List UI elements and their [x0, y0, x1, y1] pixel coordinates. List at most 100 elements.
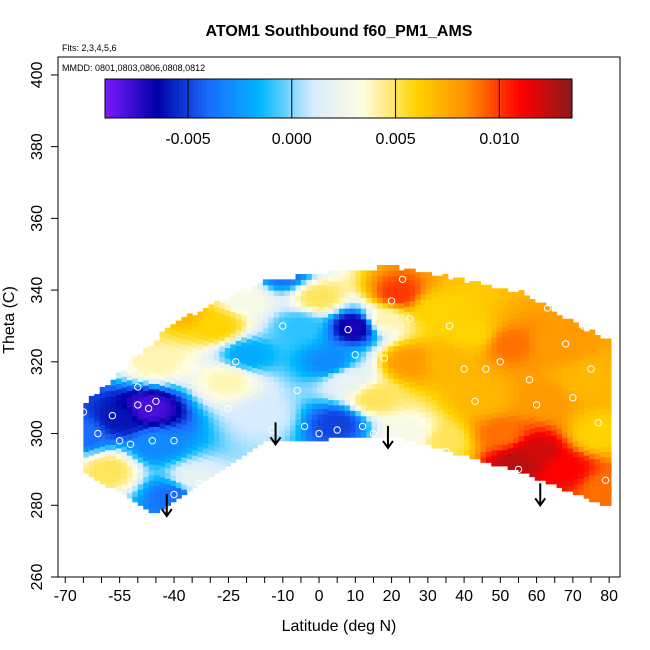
- heatmap-cell: [583, 390, 590, 397]
- heatmap-cell: [273, 397, 280, 404]
- heatmap-cell: [409, 273, 416, 280]
- heatmap-cell: [306, 317, 313, 323]
- heatmap-cell: [360, 377, 367, 384]
- heatmap-cell: [132, 453, 139, 460]
- heatmap-cell: [496, 358, 503, 365]
- heatmap-cell: [556, 374, 563, 381]
- heatmap-cell: [279, 333, 286, 340]
- heatmap-cell: [371, 426, 378, 433]
- heatmap-cell: [148, 351, 155, 358]
- heatmap-cell: [600, 435, 607, 442]
- heatmap-cell: [485, 392, 492, 399]
- heatmap-cell: [251, 421, 259, 427]
- heatmap-cell: [186, 345, 193, 352]
- heatmap-cell: [551, 462, 558, 469]
- heatmap-cell: [447, 295, 454, 302]
- heatmap-cell: [518, 349, 525, 356]
- heatmap-cell: [213, 322, 220, 329]
- heatmap-cell: [485, 370, 492, 377]
- heatmap-cell: [290, 284, 297, 291]
- heatmap-cell: [561, 340, 569, 347]
- heatmap-cell: [224, 331, 231, 338]
- heatmap-cell: [208, 363, 215, 370]
- heatmap-cell: [409, 370, 416, 377]
- heatmap-cell: [94, 469, 101, 476]
- heatmap-cell: [344, 426, 351, 433]
- heatmap-cell: [143, 492, 150, 499]
- heatmap-cell: [186, 356, 193, 363]
- heatmap-cell: [208, 460, 215, 467]
- heatmap-cell: [480, 343, 487, 350]
- heatmap-cell: [556, 395, 563, 402]
- heatmap-cell: [523, 306, 530, 313]
- heatmap-cell: [485, 349, 492, 356]
- heatmap-cell: [393, 367, 400, 374]
- x-tick-label: 80: [600, 588, 618, 605]
- heatmap-cell: [230, 429, 237, 436]
- heatmap-cell: [251, 426, 259, 433]
- heatmap-cell: [132, 426, 139, 433]
- heatmap-cell: [409, 343, 416, 350]
- heatmap-cell: [491, 449, 498, 456]
- heatmap-cell: [436, 415, 443, 422]
- heatmap-cell: [480, 440, 487, 447]
- heatmap-cell: [578, 462, 585, 469]
- heatmap-cell: [213, 376, 220, 383]
- heatmap-cell: [529, 433, 536, 440]
- heatmap-cell: [333, 415, 340, 422]
- heatmap-cell: [203, 313, 210, 320]
- heatmap-cell: [431, 329, 438, 336]
- heatmap-cell: [404, 284, 411, 291]
- heatmap-cell: [545, 413, 552, 420]
- heatmap-cell: [224, 304, 231, 311]
- heatmap-cell: [431, 431, 438, 438]
- heatmap-cell: [589, 345, 596, 352]
- heatmap-cell: [534, 458, 541, 465]
- heatmap-cell: [83, 440, 90, 447]
- heatmap-cell: [600, 343, 607, 350]
- heatmap-cell: [426, 299, 433, 306]
- heatmap-cell: [431, 421, 438, 427]
- heatmap-cell: [311, 381, 318, 388]
- heatmap-cell: [464, 444, 471, 451]
- heatmap-cell: [257, 342, 264, 349]
- heatmap-cell: [235, 340, 242, 347]
- heatmap-cell: [213, 311, 220, 318]
- heatmap-cell: [507, 361, 514, 368]
- heatmap-cell: [110, 433, 117, 440]
- heatmap-cell: [235, 324, 242, 331]
- heatmap-cell: [534, 469, 541, 476]
- heatmap-cell: [284, 424, 291, 431]
- heatmap-cell: [159, 390, 166, 397]
- heatmap-cell: [105, 422, 112, 429]
- heatmap-cell: [175, 374, 182, 381]
- y-tick-label: 320: [29, 348, 46, 375]
- heatmap-cell: [464, 309, 471, 316]
- heatmap-cell: [594, 426, 601, 433]
- heatmap-cell: [284, 370, 291, 377]
- heatmap-cell: [513, 447, 520, 454]
- heatmap-cell: [594, 480, 601, 487]
- heatmap-cell: [409, 311, 416, 318]
- heatmap-cell: [273, 343, 280, 350]
- heatmap-cell: [208, 438, 215, 445]
- heatmap-cell: [458, 342, 465, 349]
- heatmap-cell: [534, 302, 541, 309]
- heatmap-cell: [175, 476, 182, 483]
- heatmap-cell: [349, 431, 356, 438]
- heatmap-cell: [290, 317, 297, 323]
- heatmap-cell: [415, 315, 422, 322]
- heatmap-cell: [426, 428, 433, 435]
- heatmap-cell: [311, 295, 318, 302]
- heatmap-cell: [349, 324, 356, 331]
- heatmap-cell: [529, 428, 536, 435]
- heatmap-cell: [534, 356, 541, 363]
- heatmap-cell: [219, 421, 226, 427]
- heatmap-cell: [507, 421, 514, 427]
- heatmap-cell: [137, 429, 144, 436]
- heatmap-cell: [251, 308, 259, 315]
- heatmap-cell: [262, 419, 269, 426]
- heatmap-cell: [442, 440, 449, 447]
- heatmap-cell: [540, 421, 547, 427]
- heatmap-cell: [192, 417, 199, 424]
